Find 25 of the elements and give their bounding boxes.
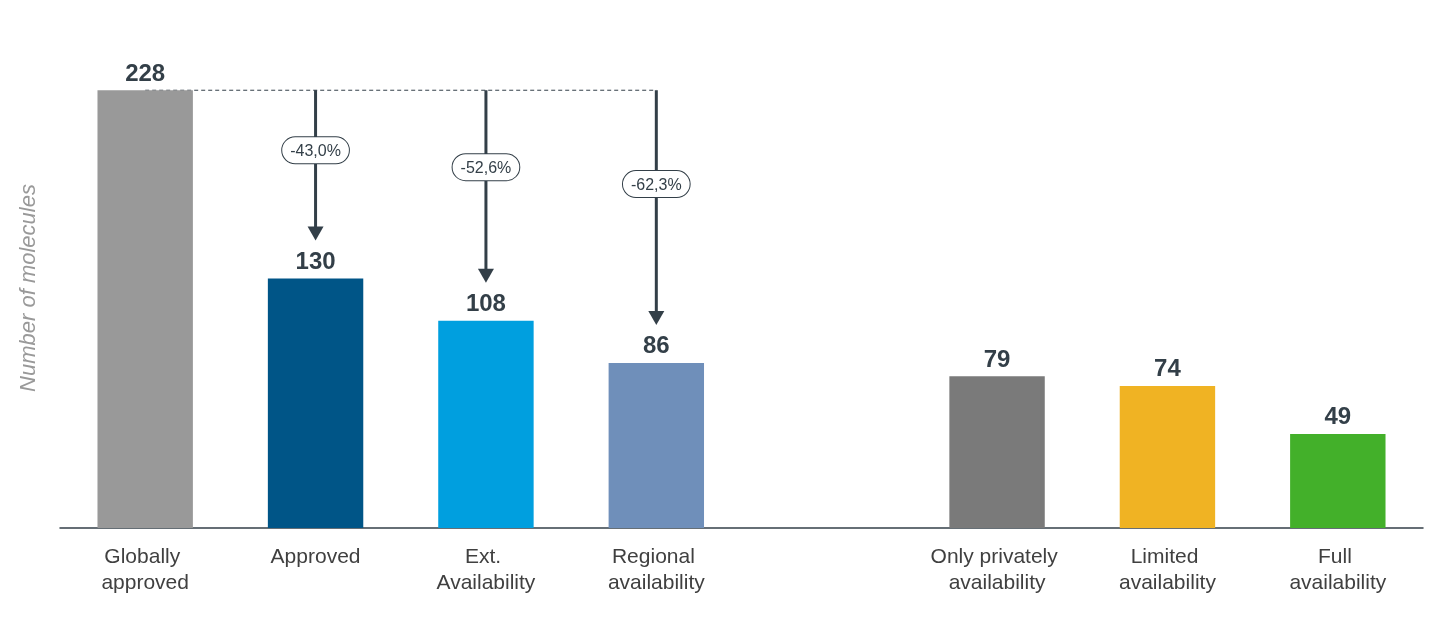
x-tick-label: Regional availability bbox=[607, 543, 706, 593]
annotation: -43,0% bbox=[290, 141, 341, 159]
data-label: 79 bbox=[983, 344, 1011, 372]
bar bbox=[97, 90, 193, 528]
bar bbox=[1119, 385, 1216, 528]
bar bbox=[949, 376, 1045, 528]
data-label: 108 bbox=[465, 289, 506, 317]
bar bbox=[1290, 433, 1386, 528]
data-label: 130 bbox=[295, 246, 336, 274]
x-tick-label: Ext. Availability bbox=[436, 543, 536, 593]
x-tick-label: Globally approved bbox=[101, 543, 189, 593]
data-label: 86 bbox=[642, 331, 670, 359]
x-tick-label: Only privately availability bbox=[930, 543, 1064, 593]
x-tick-label: Limited availability bbox=[1118, 543, 1217, 593]
x-tick-label: Full availability bbox=[1289, 543, 1387, 593]
y-axis-title: Number of molecules bbox=[14, 184, 40, 392]
bar bbox=[267, 278, 364, 528]
x-tick-label: Approved bbox=[270, 543, 361, 567]
data-label: 74 bbox=[1154, 354, 1182, 382]
bar bbox=[438, 320, 534, 528]
data-label: 49 bbox=[1324, 402, 1352, 430]
annotation: -52,6% bbox=[460, 158, 512, 176]
data-label: 228 bbox=[125, 58, 166, 86]
bar bbox=[608, 362, 705, 528]
annotation: -62,3% bbox=[630, 175, 682, 193]
